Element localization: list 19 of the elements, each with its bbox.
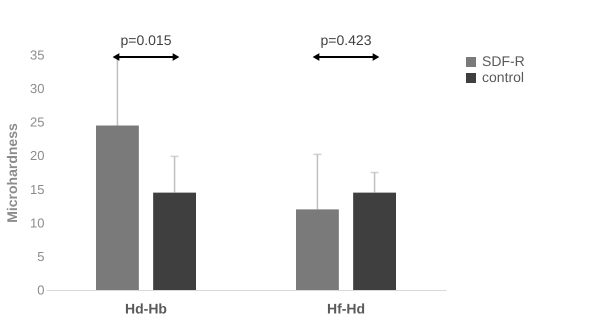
bar — [153, 192, 196, 290]
y-axis-title: Microhardness — [4, 122, 20, 223]
bar — [353, 192, 396, 290]
y-tick-label: 0 — [37, 282, 44, 298]
text: p=0.015 — [120, 32, 172, 48]
y-tick-label: 35 — [30, 48, 44, 62]
y-tick-label: 5 — [37, 248, 44, 264]
bar — [96, 126, 139, 290]
bar — [296, 209, 339, 290]
y-tick-label: 30 — [30, 81, 44, 96]
text: p=0.423 — [320, 32, 372, 48]
x-tick-label: Hd-Hb — [125, 300, 167, 316]
y-tick-label: 20 — [30, 148, 44, 164]
legend-label: SDF-R — [482, 53, 525, 69]
y-tick-label: 25 — [30, 114, 44, 130]
y-tick-label: 10 — [30, 215, 44, 230]
legend-label: control — [482, 69, 524, 85]
x-tick-label: Hf-Hd — [326, 300, 366, 316]
y-tick-label: 15 — [30, 182, 44, 197]
